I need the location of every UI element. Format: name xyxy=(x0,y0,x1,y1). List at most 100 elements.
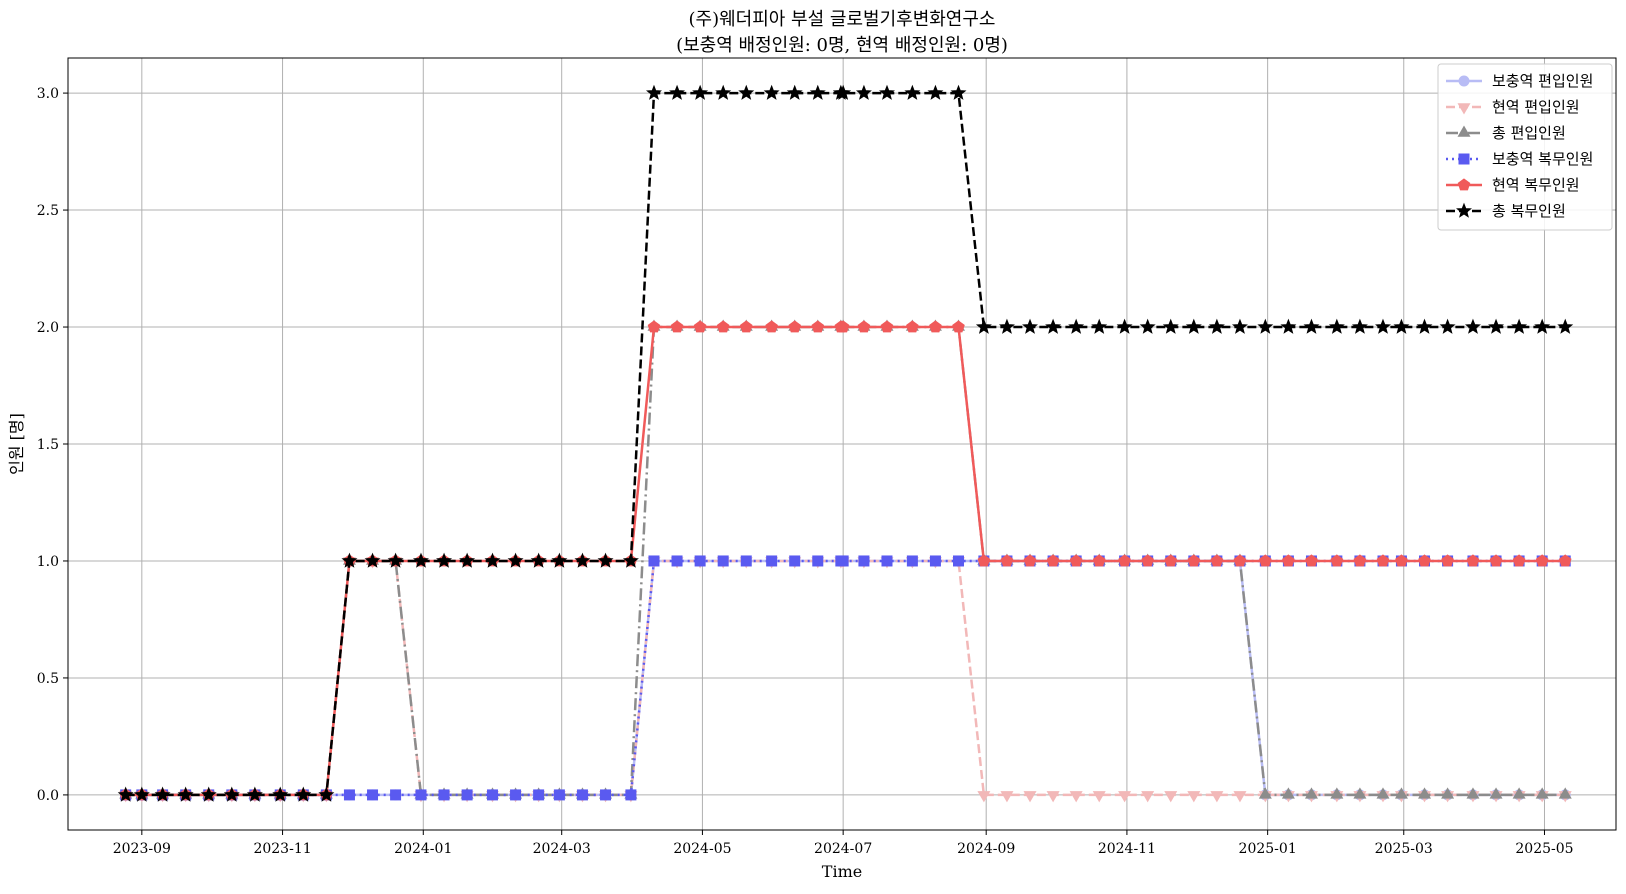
data-point xyxy=(1416,318,1433,334)
data-point xyxy=(766,555,778,567)
data-point xyxy=(1489,787,1503,799)
data-point xyxy=(1418,554,1431,567)
data-point xyxy=(1259,554,1272,567)
data-point xyxy=(1187,554,1201,567)
legend-item: 현역 복무인원 xyxy=(1446,176,1580,194)
data-point xyxy=(1233,791,1247,803)
data-point xyxy=(1558,554,1572,567)
data-point xyxy=(484,552,501,568)
data-point xyxy=(1233,554,1247,567)
data-point xyxy=(438,789,450,801)
data-point xyxy=(1118,791,1132,803)
data-point xyxy=(694,555,706,567)
y-tick-label: 0.0 xyxy=(37,788,59,804)
data-point xyxy=(1441,787,1455,799)
data-point xyxy=(133,786,150,802)
data-point xyxy=(486,789,498,801)
legend-item: 총 복무인원 xyxy=(1446,202,1566,220)
x-tick-label: 2024-07 xyxy=(814,841,872,857)
data-point xyxy=(904,84,921,100)
data-point xyxy=(1330,554,1344,567)
y-tick-label: 2.0 xyxy=(37,320,59,336)
data-point xyxy=(1210,791,1224,803)
legend-marker xyxy=(1457,103,1471,115)
data-point xyxy=(998,318,1015,334)
x-tick-label: 2024-05 xyxy=(673,841,731,857)
data-point xyxy=(1046,791,1060,803)
data-point xyxy=(1187,791,1201,803)
data-point xyxy=(1394,787,1408,799)
legend-marker xyxy=(1457,125,1471,137)
data-point xyxy=(1091,318,1108,334)
data-point xyxy=(1068,318,1085,334)
data-point xyxy=(1210,554,1224,567)
data-point xyxy=(1092,791,1106,803)
legend-marker xyxy=(1458,75,1470,87)
data-point xyxy=(645,84,662,100)
data-point xyxy=(1351,318,1368,334)
data-point xyxy=(1281,787,1295,799)
legend-item: 현역 편입인원 xyxy=(1446,98,1580,116)
legend-item: 보충역 편입인원 xyxy=(1446,72,1593,90)
data-point xyxy=(715,84,732,100)
data-point xyxy=(461,789,473,801)
data-point xyxy=(341,552,358,568)
data-point xyxy=(117,786,134,802)
x-tick-label: 2023-11 xyxy=(253,841,311,857)
data-point xyxy=(858,555,870,567)
y-tick-label: 0.5 xyxy=(37,671,59,687)
data-point xyxy=(1376,554,1390,567)
y-tick-label: 2.5 xyxy=(37,203,59,219)
data-point xyxy=(1535,787,1549,799)
x-tick-label: 2023-09 xyxy=(113,841,171,857)
data-point xyxy=(693,320,707,333)
data-point xyxy=(390,789,402,801)
data-point xyxy=(716,320,730,333)
data-point xyxy=(1558,787,1572,799)
y-tick-label: 1.5 xyxy=(37,437,59,453)
data-point xyxy=(387,552,404,568)
data-point xyxy=(1375,318,1391,334)
data-point xyxy=(1488,318,1505,334)
data-point xyxy=(625,789,637,801)
data-point xyxy=(786,84,803,100)
data-point xyxy=(1534,318,1551,334)
data-point xyxy=(648,555,660,567)
data-point xyxy=(318,786,335,802)
data-point xyxy=(1535,554,1549,567)
data-point xyxy=(789,555,801,567)
data-point xyxy=(272,786,289,802)
data-point xyxy=(837,555,849,567)
data-point xyxy=(1000,791,1014,803)
data-point xyxy=(977,791,991,803)
data-point xyxy=(1185,318,1202,334)
data-point xyxy=(1353,554,1367,567)
data-point xyxy=(1330,787,1344,799)
data-point xyxy=(1557,318,1574,334)
data-point xyxy=(1116,318,1133,334)
legend-label: 보충역 편입인원 xyxy=(1492,72,1593,90)
data-point xyxy=(1395,554,1408,567)
legend-marker xyxy=(1458,153,1470,165)
data-point xyxy=(855,84,872,100)
data-point xyxy=(647,320,661,333)
data-point xyxy=(952,320,965,333)
data-point xyxy=(533,789,545,801)
data-point xyxy=(223,786,240,802)
data-point xyxy=(765,320,778,333)
data-point xyxy=(1305,554,1318,567)
data-point xyxy=(1069,554,1083,567)
data-point xyxy=(975,318,992,334)
data-point xyxy=(671,555,683,567)
data-point xyxy=(879,84,895,100)
data-point xyxy=(1439,318,1456,334)
data-point xyxy=(1328,318,1345,334)
data-point xyxy=(1022,318,1039,334)
x-tick-label: 2025-05 xyxy=(1515,841,1573,857)
data-point xyxy=(600,789,612,801)
data-point xyxy=(200,786,217,802)
data-point xyxy=(811,320,825,333)
data-point xyxy=(622,552,639,568)
data-point xyxy=(343,789,355,801)
